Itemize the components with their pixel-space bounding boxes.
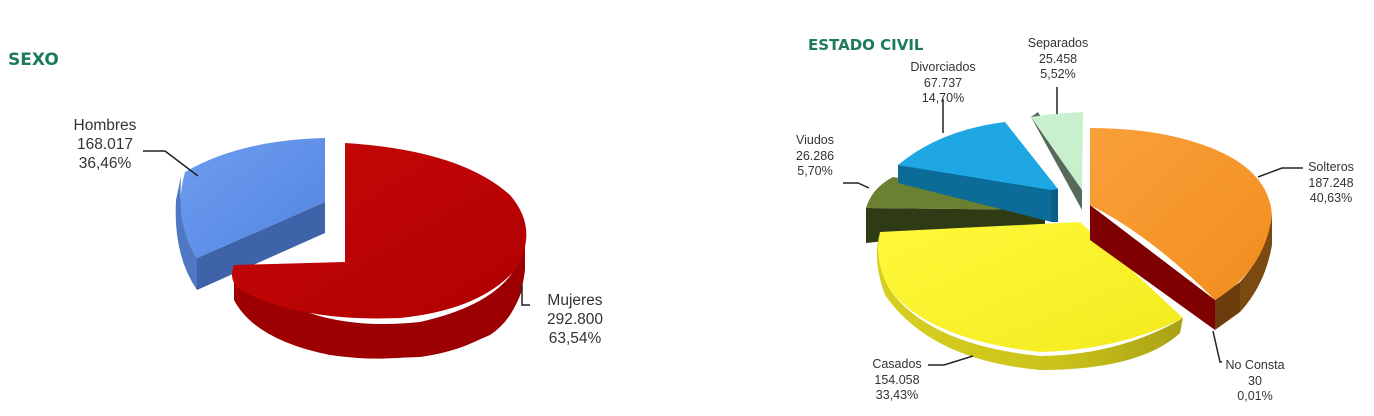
label-viudos-value: 26.286: [795, 148, 835, 163]
leader-line-no-consta: [1212, 330, 1222, 363]
label-mujeres-value: 292.800: [546, 310, 604, 328]
label-no-consta: No Consta 30 0,01%: [1215, 358, 1295, 405]
label-divorciados-name: Divorciados: [910, 60, 976, 74]
label-divorciados: Divorciados 67.737 14,70%: [893, 60, 993, 107]
label-no-consta-pct: 0,01%: [1237, 389, 1273, 404]
label-hombres-name: Hombres: [73, 117, 137, 134]
label-solteros-pct: 40,63%: [1309, 191, 1353, 206]
label-divorciados-value: 67.737: [923, 75, 963, 90]
label-separados-name: Separados: [1027, 36, 1089, 50]
label-casados-name: Casados: [872, 357, 922, 371]
slice-solteros: [1090, 128, 1272, 330]
label-casados-pct: 33,43%: [875, 388, 919, 403]
leader-line-casados: [928, 355, 974, 366]
slice-hombres: [175, 138, 325, 290]
label-solteros: Solteros 187.248 40,63%: [1296, 160, 1366, 207]
label-solteros-name: Solteros: [1308, 160, 1354, 174]
label-separados-value: 25.458: [1038, 51, 1078, 66]
label-hombres-value: 168.017: [76, 135, 134, 153]
label-casados: Casados 154.058 33,43%: [862, 357, 932, 404]
leader-line-viudos: [843, 182, 870, 189]
label-solteros-value: 187.248: [1308, 175, 1354, 190]
label-viudos: Viudos 26.286 5,70%: [780, 133, 850, 180]
label-mujeres-pct: 63,54%: [548, 329, 602, 347]
label-no-consta-name: No Consta: [1225, 358, 1285, 372]
leader-line-solteros: [1257, 167, 1303, 178]
label-no-consta-value: 30: [1248, 373, 1262, 388]
sexo-chart-title: SEXO: [8, 50, 59, 70]
slice-no-consta: [1090, 205, 1215, 330]
label-mujeres-name: Mujeres: [547, 292, 603, 309]
slice-divorciados: [898, 122, 1058, 222]
leader-line-mujeres: [521, 285, 530, 306]
leader-line-hombres: [143, 150, 199, 177]
label-divorciados-pct: 14,70%: [921, 91, 965, 106]
label-separados-pct: 5,52%: [1040, 67, 1076, 82]
slice-mujeres: [232, 143, 527, 359]
label-casados-value: 154.058: [874, 372, 920, 387]
slice-separados: [1031, 112, 1083, 210]
label-hombres: Hombres 168.017 36,46%: [55, 117, 155, 174]
label-separados: Separados 25.458 5,52%: [1008, 36, 1108, 83]
estado-civil-chart-title: ESTADO CIVIL: [808, 36, 924, 54]
label-mujeres: Mujeres 292.800 63,54%: [525, 292, 625, 349]
slice-casados: [876, 222, 1183, 370]
label-hombres-pct: 36,46%: [78, 154, 132, 172]
label-viudos-pct: 5,70%: [797, 164, 833, 179]
label-viudos-name: Viudos: [796, 133, 834, 147]
